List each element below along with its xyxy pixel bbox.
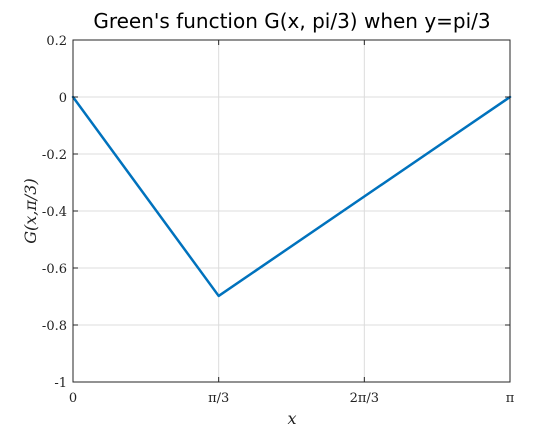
x-axis-label: x [287, 409, 296, 428]
x-tick-label: π/3 [208, 391, 229, 406]
y-tick-label: -0.2 [42, 148, 67, 163]
y-tick-label: -0.6 [42, 262, 67, 277]
ticks [72, 39, 511, 383]
y-tick-label: -1 [54, 376, 67, 391]
y-tick-label: -0.4 [42, 205, 67, 220]
x-tick-label: 0 [69, 391, 77, 406]
x-tick-labels: 0 π/3 2π/3 π [69, 391, 515, 406]
y-tick-label: -0.8 [42, 319, 67, 334]
series-line [71, 95, 512, 298]
y-tick-labels: 0.2 0 -0.2 -0.4 -0.6 -0.8 -1 [42, 34, 67, 391]
grid [72, 39, 511, 383]
x-tick-label: 2π/3 [350, 391, 379, 406]
series-layer [71, 95, 512, 298]
y-axis-label: G(x,π/3) [21, 178, 40, 243]
y-tick-label: 0 [59, 91, 67, 106]
x-tick-label: π [506, 391, 515, 406]
chart-title: Green's function G(x, pi/3) when y=pi/3 [93, 9, 490, 33]
y-tick-label: 0.2 [46, 34, 67, 49]
